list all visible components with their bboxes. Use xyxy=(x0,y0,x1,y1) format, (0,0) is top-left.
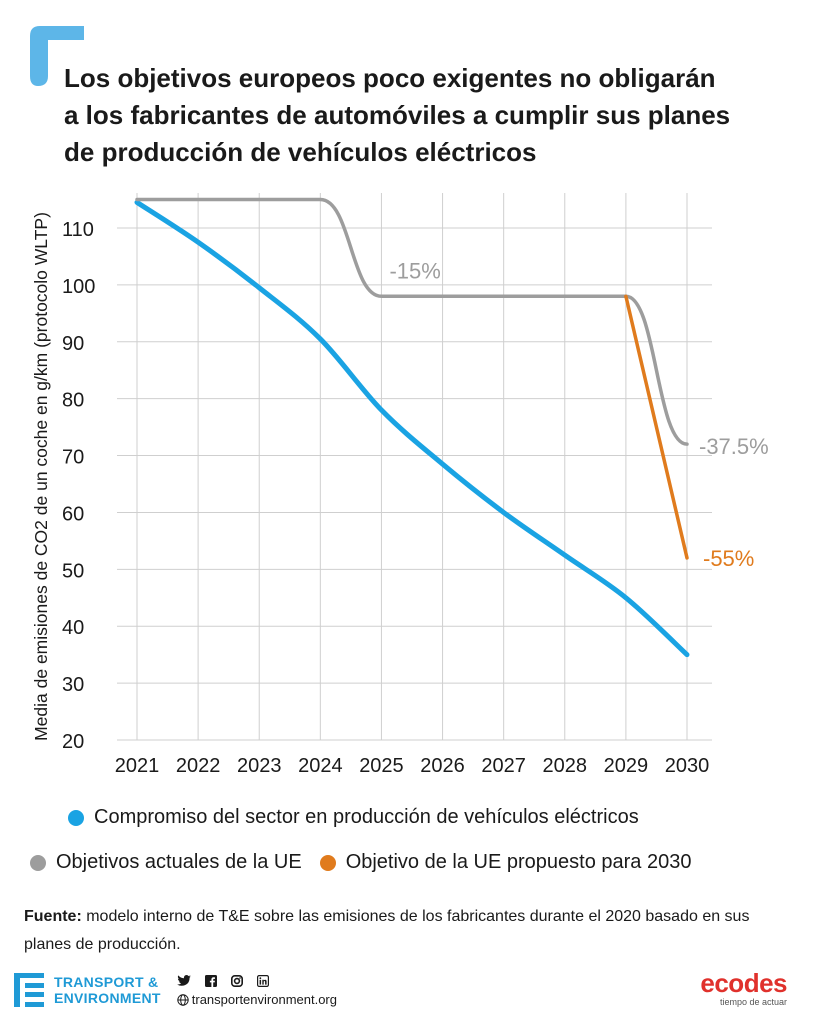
ecodes-tagline: tiempo de actuar xyxy=(719,997,787,1007)
source-note: Fuente: modelo interno de T&E sobre las … xyxy=(24,903,764,959)
chart-title: Los objetivos europeos poco exigentes no… xyxy=(64,60,804,171)
website-link[interactable]: transportenvironment.org xyxy=(177,992,337,1007)
y-tick-label: 50 xyxy=(62,560,84,582)
y-tick-label: 20 xyxy=(62,731,84,753)
twitter-icon[interactable] xyxy=(176,975,191,987)
legend-row-1: Compromiso del sector en producción de v… xyxy=(68,806,657,829)
x-tick-label: 2029 xyxy=(604,755,649,777)
y-tick-label: 40 xyxy=(62,617,84,639)
legend-label: Objetivo de la UE propuesto para 2030 xyxy=(345,851,692,873)
chart-title-line-2: a los fabricantes de automóviles a cumpl… xyxy=(64,100,731,130)
source-label: Fuente: xyxy=(24,908,82,925)
instagram-icon[interactable] xyxy=(230,975,243,987)
x-tick-label: 2030 xyxy=(665,755,710,777)
legend-dot-icon xyxy=(68,809,84,826)
y-tick-label: 110 xyxy=(62,219,94,241)
x-tick-label: 2027 xyxy=(481,755,526,777)
te-footer: TRANSPORT & ENVIRONMENT transportenviron… xyxy=(14,973,337,1007)
ecodes-logo: ecodes tiempo de actuar xyxy=(700,970,787,1007)
y-axis-label: Media de emisiones de CO2 de un coche en… xyxy=(31,212,51,741)
x-tick-label: 2026 xyxy=(420,755,465,777)
x-tick-label: 2024 xyxy=(298,755,343,777)
legend-dot-icon xyxy=(319,854,336,871)
current-eu-targets-line xyxy=(135,197,689,446)
x-tick-label: 2023 xyxy=(237,755,282,777)
legend-label: Objetivos actuales de la UE xyxy=(56,851,302,873)
x-tick-label: 2022 xyxy=(176,755,221,777)
globe-icon xyxy=(177,993,189,1006)
legend-row-2-item-0: Objetivos actuales de la UE xyxy=(30,851,302,874)
y-tick-label: 60 xyxy=(62,503,84,525)
corner-accent-mark xyxy=(30,26,84,86)
source-text: modelo interno de T&E sobre las emisione… xyxy=(24,908,750,953)
y-tick-label: 100 xyxy=(62,276,95,298)
annotation-label: -15% xyxy=(389,258,440,283)
x-tick-label: 2021 xyxy=(115,755,160,777)
legend-row-2-item-1: Objetivo de la UE propuesto para 2030 xyxy=(319,851,692,874)
social-links: transportenvironment.org xyxy=(176,973,337,1007)
annotation-label: -37.5% xyxy=(699,434,769,459)
legend-dot-icon xyxy=(30,854,46,871)
te-logo-icon xyxy=(14,973,44,1007)
annotation-label: -55% xyxy=(703,546,754,571)
industry-commitment-line xyxy=(134,199,690,658)
linkedin-icon[interactable] xyxy=(256,975,269,987)
x-tick-label: 2028 xyxy=(543,755,588,777)
y-tick-label: 30 xyxy=(62,674,84,696)
te-wordmark: TRANSPORT & ENVIRONMENT xyxy=(54,974,161,1006)
te-wordmark-line-2: ENVIRONMENT xyxy=(54,990,161,1006)
legend-row-1-item-0: Compromiso del sector en producción de v… xyxy=(68,806,639,829)
y-tick-label: 70 xyxy=(62,447,84,469)
x-tick-label: 2025 xyxy=(359,755,404,777)
ecodes-wordmark: ecodes xyxy=(700,968,787,998)
proposed-eu-target-line xyxy=(624,294,689,560)
legend-row-2: Objetivos actuales de la UE Objetivo de l… xyxy=(30,851,709,874)
y-tick-label: 90 xyxy=(62,333,84,355)
chart-title-line-1: Los objetivos europeos poco exigentes no… xyxy=(64,63,716,93)
chart-title-line-3: de producción de vehículos eléctricos xyxy=(64,137,537,167)
y-tick-label: 80 xyxy=(62,390,84,412)
legend-label: Compromiso del sector en producción de v… xyxy=(94,806,639,828)
facebook-icon[interactable] xyxy=(204,975,217,987)
website-text: transportenvironment.org xyxy=(191,992,337,1007)
te-wordmark-line-1: TRANSPORT & xyxy=(54,974,159,990)
